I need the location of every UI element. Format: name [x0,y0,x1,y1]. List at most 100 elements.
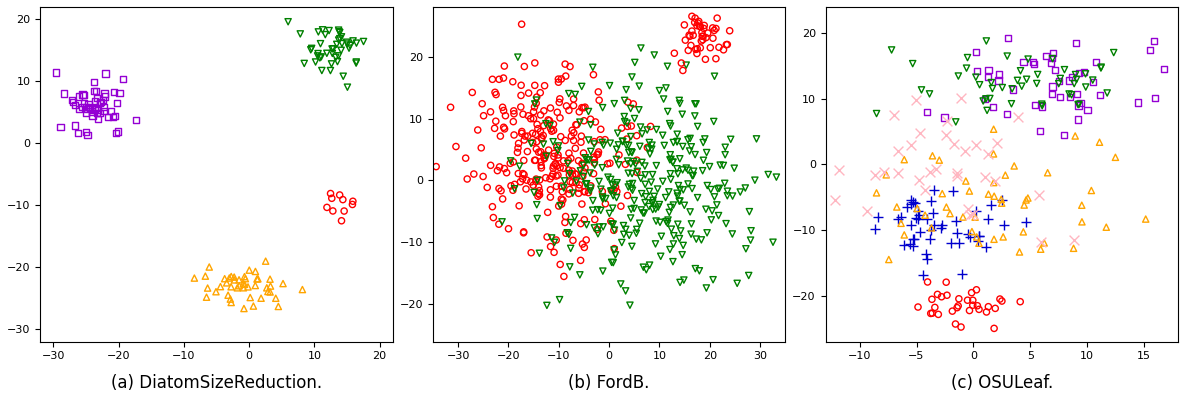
Point [688,123,707,129]
Point [549,147,568,154]
Point [960,211,979,218]
Point [636,194,655,200]
Point [904,236,923,242]
Point [519,112,538,119]
Point [895,156,914,163]
Point [959,231,978,238]
Point [635,163,654,169]
Point [571,257,590,264]
Point [702,217,720,223]
Point [649,88,668,94]
Point [566,178,585,184]
Point [607,146,626,152]
Point [537,120,556,127]
Point [692,237,711,243]
Point [623,187,642,193]
Point [103,114,122,120]
Point [525,82,544,89]
Point [697,149,716,156]
Point [1136,216,1155,222]
Point [916,212,935,218]
Point [63,99,82,105]
Point [529,190,547,196]
Point [534,122,553,129]
Point [633,131,652,137]
Point [639,146,658,152]
Point [627,133,646,139]
Point [329,37,348,43]
Point [632,124,651,130]
Point [674,202,693,208]
Point [867,190,886,196]
Point [681,231,700,237]
Point [510,203,529,209]
Point [91,99,110,105]
Point [616,87,635,93]
Point [251,295,270,301]
Point [781,194,800,200]
Point [1069,101,1088,108]
Point [680,135,699,142]
Point [686,265,705,272]
Point [694,25,713,32]
Point [710,185,729,192]
Point [1154,66,1173,72]
Point [687,236,706,242]
Point [564,96,583,102]
Point [561,179,579,185]
Point [545,150,564,156]
Point [948,230,967,236]
Point [602,259,621,266]
Point [620,232,639,238]
Point [654,96,673,102]
Point [527,121,546,128]
Point [549,155,568,161]
Point [338,84,357,90]
Point [626,161,645,167]
Point [269,303,288,310]
Point [604,246,623,252]
Point [985,193,1004,199]
Point [542,126,561,132]
Point [565,145,584,152]
Point [313,67,332,74]
Point [1014,229,1033,235]
Point [329,29,348,35]
Point [725,165,744,171]
Point [671,100,690,107]
Point [957,65,976,71]
Point [858,208,877,214]
Point [668,193,687,199]
Point [531,112,550,118]
Point [87,88,105,94]
Point [556,61,575,67]
Point [889,215,908,222]
Point [258,288,277,295]
Point [921,227,940,233]
Point [656,219,675,225]
Point [583,207,602,213]
Point [617,123,636,129]
Point [604,187,623,193]
Point [903,61,922,67]
Point [594,196,613,202]
Point [81,105,100,111]
Point [629,83,648,89]
Point [632,175,651,181]
Point [619,158,638,164]
Point [347,59,366,65]
Point [693,168,712,174]
Point [949,296,968,302]
Point [1043,91,1062,97]
Point [550,99,569,106]
Point [514,63,533,70]
Point [961,234,980,240]
Point [185,275,204,281]
Point [1145,38,1164,44]
Point [924,222,943,228]
Point [558,160,577,167]
Point [488,168,507,174]
Point [51,124,70,130]
Point [679,167,698,173]
Point [922,225,941,231]
